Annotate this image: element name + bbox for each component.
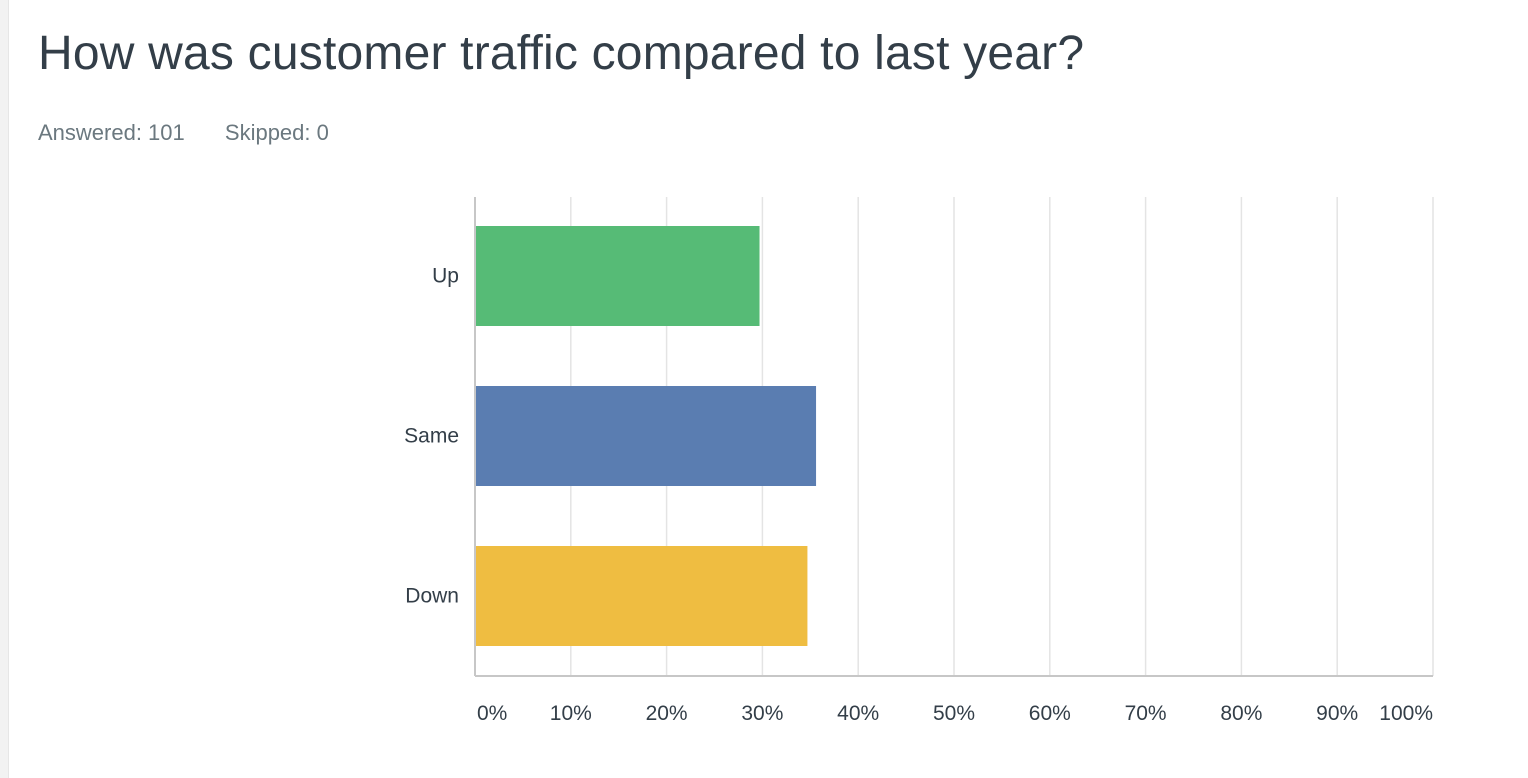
- category-label: Down: [405, 585, 459, 608]
- bar-down: [476, 546, 808, 646]
- x-tick-label: 10%: [550, 702, 592, 725]
- x-tick-label: 100%: [1379, 702, 1433, 725]
- x-tick-label: 70%: [1125, 702, 1167, 725]
- x-tick-label: 60%: [1029, 702, 1071, 725]
- skipped-count: Skipped: 0: [224, 120, 329, 145]
- x-tick-label: 20%: [646, 702, 688, 725]
- x-tick-label: 80%: [1220, 702, 1262, 725]
- x-tick-label: 30%: [741, 702, 783, 725]
- response-stats: Answered: 101 Skipped: 0: [38, 120, 329, 146]
- bar-same: [476, 386, 817, 486]
- x-tick-label: 90%: [1316, 702, 1358, 725]
- x-tick-label: 40%: [837, 702, 879, 725]
- x-tick-label: 50%: [933, 702, 975, 725]
- bar-up: [476, 226, 760, 326]
- answered-count: Answered: 101: [38, 120, 185, 145]
- category-label: Up: [432, 265, 459, 288]
- question-title: How was customer traffic compared to las…: [38, 27, 1085, 80]
- category-label: Same: [404, 425, 459, 448]
- left-border: [0, 0, 9, 778]
- x-tick-label: 0%: [477, 702, 507, 725]
